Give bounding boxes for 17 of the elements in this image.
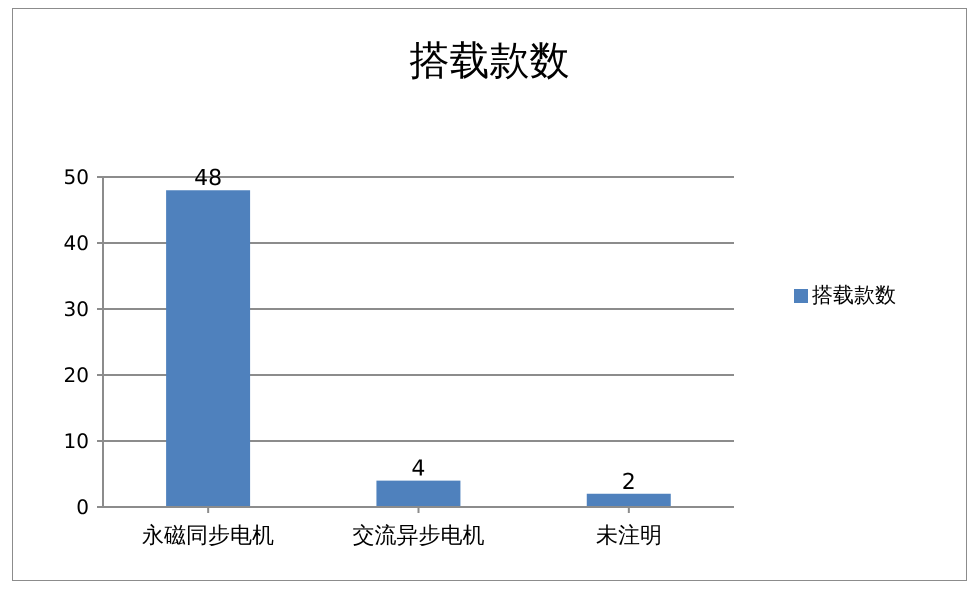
y-tick-label: 30 (64, 297, 89, 322)
chart-title: 搭载款数 (408, 37, 570, 86)
data-label: 4 (411, 456, 426, 482)
data-label: 2 (622, 470, 636, 495)
data-label: 48 (194, 166, 222, 192)
y-tick-label: 0 (76, 495, 89, 520)
legend-label: 搭载款数 (812, 282, 896, 306)
y-tick-label: 50 (64, 165, 89, 190)
bar (166, 190, 250, 507)
x-tick-label: 交流异步电机 (352, 524, 484, 549)
y-tick-label: 40 (64, 231, 89, 256)
y-tick-label: 10 (64, 429, 89, 454)
x-tick-label: 未注明 (596, 524, 662, 549)
bar (586, 494, 671, 507)
x-tick-label: 永磁同步电机 (142, 524, 274, 549)
y-tick-label: 20 (64, 363, 89, 388)
bar (376, 480, 460, 507)
